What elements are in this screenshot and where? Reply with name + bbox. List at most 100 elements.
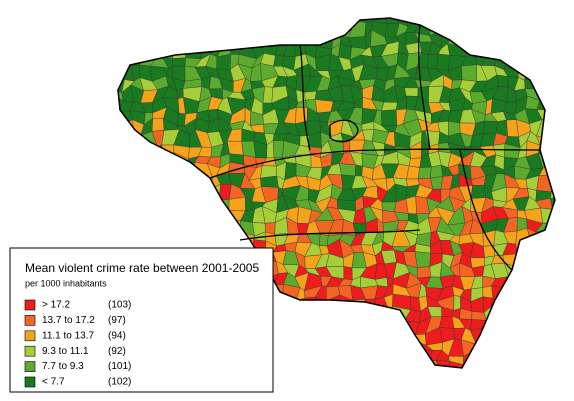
municipality (337, 319, 353, 335)
municipality (271, 19, 290, 36)
municipality (561, 298, 574, 308)
municipality (504, 36, 517, 47)
municipality (339, 163, 356, 177)
municipality (273, 55, 284, 67)
municipality (496, 74, 509, 87)
municipality (545, 118, 555, 137)
municipality (469, 21, 488, 32)
municipality (122, 230, 130, 247)
municipality (319, 372, 328, 385)
municipality (315, 364, 328, 368)
municipality (548, 222, 555, 231)
municipality (205, 208, 221, 225)
municipality (559, 208, 573, 223)
municipality (537, 320, 553, 334)
municipality (127, 178, 146, 192)
municipality (111, 36, 117, 43)
municipality (570, 350, 574, 362)
municipality (308, 374, 322, 388)
municipality (563, 185, 571, 197)
municipality (141, 22, 155, 35)
municipality (537, 52, 554, 71)
municipality (396, 365, 410, 368)
municipality (569, 330, 574, 340)
municipality (276, 339, 289, 355)
municipality (177, 219, 190, 234)
municipality (118, 195, 123, 212)
municipality (513, 18, 528, 21)
municipality (537, 75, 552, 92)
municipality (118, 56, 121, 67)
municipality (472, 30, 488, 46)
municipality (557, 163, 574, 177)
municipality (527, 376, 543, 390)
municipality (514, 305, 530, 320)
municipality (548, 297, 555, 309)
municipality (326, 361, 346, 368)
municipality (450, 374, 460, 387)
municipality (526, 54, 544, 71)
municipality (506, 305, 519, 320)
municipality (220, 30, 232, 46)
municipality (319, 305, 331, 324)
municipality (557, 373, 574, 389)
municipality (396, 327, 410, 347)
municipality (486, 376, 498, 388)
municipality (234, 18, 246, 25)
municipality (514, 283, 531, 301)
municipality (458, 18, 474, 22)
municipality (537, 359, 549, 368)
municipality (562, 55, 573, 69)
municipality (260, 175, 279, 188)
municipality (164, 232, 180, 242)
municipality (262, 19, 276, 36)
municipality (536, 34, 554, 50)
municipality (150, 173, 166, 192)
municipality (550, 142, 555, 160)
municipality (547, 228, 555, 243)
municipality (141, 18, 158, 25)
municipality (162, 152, 175, 170)
municipality (429, 374, 444, 388)
municipality (496, 355, 503, 365)
municipality (481, 24, 492, 33)
municipality (118, 172, 123, 193)
municipality (538, 261, 550, 277)
municipality (375, 371, 389, 388)
municipality (228, 196, 246, 212)
municipality (271, 372, 289, 390)
municipality (306, 305, 323, 324)
legend-label: < 7.7 (42, 377, 65, 388)
municipality (496, 41, 510, 58)
municipality (514, 377, 529, 389)
municipality (414, 251, 431, 268)
municipality (395, 343, 411, 358)
municipality (347, 366, 366, 368)
municipality (139, 195, 158, 212)
municipality (283, 22, 298, 32)
municipality (350, 371, 365, 388)
municipality (568, 319, 574, 334)
municipality (403, 340, 419, 358)
municipality (569, 108, 574, 122)
municipality (206, 18, 224, 26)
municipality (549, 52, 555, 70)
municipality (118, 40, 134, 58)
municipality (470, 350, 487, 368)
municipality (491, 23, 508, 38)
municipality (404, 87, 419, 97)
municipality (271, 309, 286, 325)
municipality (118, 229, 123, 247)
municipality (295, 327, 313, 346)
municipality (271, 320, 286, 334)
municipality (338, 18, 357, 25)
municipality (362, 332, 378, 340)
municipality (165, 32, 179, 48)
municipality (128, 218, 145, 231)
municipality (315, 18, 334, 36)
municipality (138, 150, 155, 168)
municipality (193, 201, 212, 211)
municipality (318, 234, 329, 247)
municipality (548, 374, 563, 388)
municipality (470, 185, 487, 199)
